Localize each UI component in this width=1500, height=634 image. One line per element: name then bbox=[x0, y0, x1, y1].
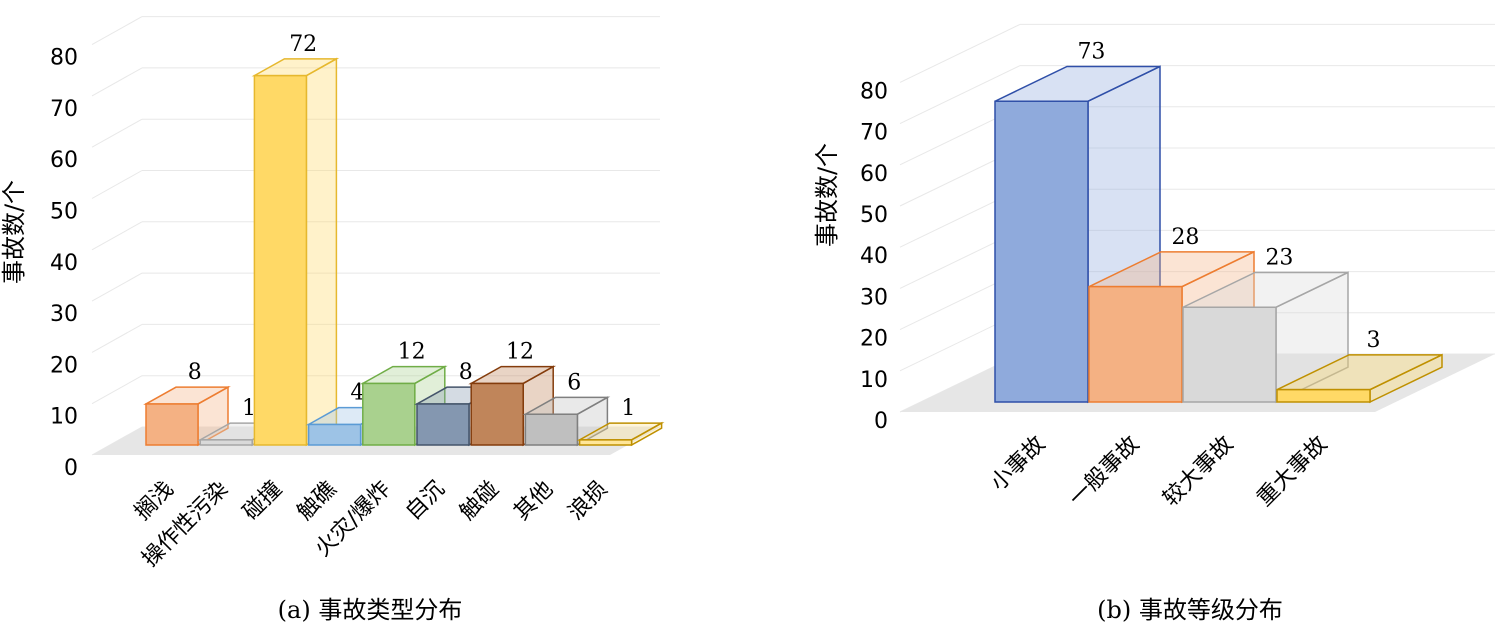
chart-panel-b: 0 10 20 30 40 50 60 70 80 事故数/个 73 28 23 3 小事故 一般事故 较大事故… bbox=[813, 23, 1495, 624]
bar-9: 1 bbox=[576, 396, 665, 447]
x-axis-labels: 小事故 一般事故 较大事故 重大事故 bbox=[986, 432, 1332, 512]
bar-front-face bbox=[1088, 285, 1183, 403]
y-tick-label: 0 bbox=[874, 409, 888, 434]
y-tick-label: 10 bbox=[860, 368, 888, 393]
data-label: 73 bbox=[1077, 39, 1105, 64]
data-label: 8 bbox=[459, 360, 473, 385]
y-tick-label: 50 bbox=[860, 203, 888, 228]
y-tick-label: 20 bbox=[50, 353, 78, 378]
data-label: 12 bbox=[506, 340, 534, 365]
category-label: 其他 bbox=[509, 477, 558, 526]
y-tick-label: 80 bbox=[50, 46, 78, 71]
y-tick-label: 80 bbox=[860, 79, 888, 104]
bar-front-face bbox=[578, 439, 633, 446]
data-label: 23 bbox=[1265, 245, 1293, 270]
data-label: 28 bbox=[1171, 225, 1199, 250]
grid-line-side bbox=[899, 65, 1021, 125]
bar-front-face bbox=[994, 100, 1089, 403]
chart-caption: (a) 事故类型分布 bbox=[278, 596, 463, 624]
category-label: 搁浅 bbox=[130, 477, 179, 526]
bar-front-face bbox=[253, 74, 308, 446]
chart-caption: (b) 事故等级分布 bbox=[1097, 596, 1283, 624]
grid-line-side bbox=[91, 272, 143, 302]
data-label: 4 bbox=[350, 381, 364, 406]
grid-line-side bbox=[91, 221, 143, 251]
data-label: 1 bbox=[621, 396, 635, 421]
bar-8: 6 bbox=[522, 370, 611, 447]
category-label: 小事故 bbox=[986, 432, 1050, 496]
grid-line-side bbox=[91, 16, 143, 46]
y-tick-label: 10 bbox=[50, 405, 78, 430]
y-tick-label: 70 bbox=[50, 97, 78, 122]
category-label: 碰撞 bbox=[238, 477, 287, 526]
y-tick-label: 40 bbox=[50, 251, 78, 276]
category-label: 重大事故 bbox=[1252, 432, 1332, 512]
data-label: 6 bbox=[567, 370, 581, 395]
y-tick-label: 60 bbox=[50, 148, 78, 173]
bar-front-face bbox=[362, 382, 416, 446]
y-axis-ticks: 0 10 20 30 40 50 60 70 80 bbox=[50, 46, 78, 481]
bars: 73 28 23 3 bbox=[994, 39, 1443, 404]
bar-front-face bbox=[416, 403, 470, 446]
gridlines bbox=[91, 16, 660, 456]
grid-line-side bbox=[91, 118, 143, 148]
bar-1: 8 bbox=[143, 360, 231, 447]
grid-line-side bbox=[91, 170, 143, 199]
data-label: 8 bbox=[188, 360, 202, 385]
bar-side-face bbox=[305, 57, 338, 447]
y-tick-label: 60 bbox=[860, 162, 888, 187]
y-axis-label: 事故数/个 bbox=[0, 180, 28, 284]
grid-line-side bbox=[91, 323, 143, 353]
bar-front-face bbox=[1276, 388, 1371, 403]
bar-3: 72 bbox=[251, 32, 340, 447]
category-label: 触碰 bbox=[455, 477, 504, 526]
bar-front-face bbox=[199, 439, 253, 446]
y-axis-ticks: 0 10 20 30 40 50 60 70 80 bbox=[860, 79, 888, 434]
y-tick-label: 0 bbox=[64, 456, 78, 481]
category-label: 触礁 bbox=[293, 477, 342, 526]
grid-line-side bbox=[899, 23, 1021, 83]
grid-line-side bbox=[91, 67, 143, 97]
bar-front-face bbox=[470, 382, 524, 446]
grid-line-side bbox=[91, 375, 143, 405]
y-tick-label: 30 bbox=[860, 285, 888, 310]
bar-front-face bbox=[1182, 306, 1277, 403]
bar-front-face bbox=[145, 403, 199, 446]
chart-panel-a: 0 10 20 30 40 50 60 70 80 事故数/个 8 1 72 4 12 8 12 6 1 搁浅操作性污… bbox=[0, 16, 665, 624]
bars: 8 1 72 4 12 8 12 6 1 bbox=[143, 32, 665, 447]
data-label: 72 bbox=[289, 32, 317, 57]
y-tick-label: 50 bbox=[50, 200, 78, 225]
bar-3: 23 bbox=[1182, 245, 1349, 404]
category-label: 一般事故 bbox=[1064, 432, 1144, 512]
category-label: 较大事故 bbox=[1158, 432, 1238, 512]
bar-front-face bbox=[307, 423, 362, 446]
y-tick-label: 20 bbox=[860, 327, 888, 352]
data-label: 3 bbox=[1366, 328, 1380, 353]
y-tick-label: 40 bbox=[860, 244, 888, 269]
category-label: 自沉 bbox=[401, 477, 450, 526]
y-axis-label: 事故数/个 bbox=[813, 143, 841, 247]
y-tick-label: 30 bbox=[50, 302, 78, 327]
y-tick-label: 70 bbox=[860, 121, 888, 146]
bar-4: 3 bbox=[1276, 328, 1443, 404]
bar-front-face bbox=[524, 413, 579, 446]
category-label: 浪损 bbox=[564, 477, 613, 526]
data-label: 1 bbox=[242, 396, 256, 421]
data-label: 12 bbox=[398, 340, 426, 365]
